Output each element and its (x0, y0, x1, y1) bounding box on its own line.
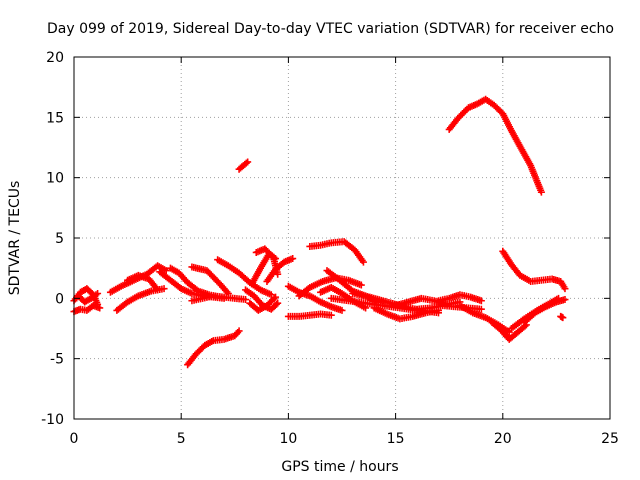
y-axis-label: SDTVAR / TECUs (7, 181, 23, 296)
data-point (268, 252, 276, 260)
data-point (235, 327, 243, 335)
data-point (160, 285, 168, 293)
series-arc-18 (263, 255, 297, 285)
data-point (272, 293, 280, 301)
data-point (270, 295, 278, 303)
series-arc-19 (284, 310, 335, 320)
series-arc-13 (235, 158, 252, 173)
axis-ticks: 0 5 10 15 20 25 -10 -5 0 5 10 15 20 (41, 50, 619, 447)
x-tick-label: 20 (494, 431, 512, 447)
data-point (359, 258, 367, 266)
series-arc-03 (74, 290, 102, 306)
data-point (561, 296, 569, 304)
data-point (357, 281, 365, 289)
series-arc-32 (488, 318, 530, 343)
y-tick-label: 15 (46, 110, 64, 126)
data-point (162, 267, 170, 275)
x-tick-label: 25 (601, 431, 619, 447)
data-point (505, 328, 513, 336)
data-point (327, 311, 335, 319)
series-arc-16 (242, 286, 282, 313)
y-tick-label: 10 (46, 171, 64, 187)
series-arc-09 (188, 292, 250, 305)
data-point (561, 285, 569, 293)
data-point (477, 297, 485, 305)
series-arc-35 (499, 247, 569, 293)
series-arc-30 (434, 291, 485, 305)
series-arc-34 (520, 296, 569, 326)
series-arc-37 (557, 312, 567, 322)
x-tick-label: 15 (387, 431, 405, 447)
data-point (242, 296, 250, 304)
data-point (96, 304, 104, 312)
data-point (154, 286, 162, 294)
x-tick-label: 5 (177, 431, 186, 447)
data-point (559, 314, 567, 322)
series-arc-20 (284, 282, 346, 314)
series-arc-36 (445, 95, 545, 196)
y-tick-label: 20 (46, 50, 64, 66)
series-arc-06 (124, 271, 162, 294)
data-point (477, 305, 485, 313)
series-arc-24 (306, 238, 367, 266)
data-point (537, 188, 545, 196)
data-point (338, 306, 346, 314)
series-arc-10 (188, 263, 232, 298)
y-tick-label: 5 (55, 231, 64, 247)
data-point (224, 290, 232, 298)
data-point (244, 158, 252, 166)
chart-title: Day 099 of 2019, Sidereal Day-to-day VTE… (47, 21, 614, 37)
data-point (272, 300, 280, 308)
grid-lines (74, 57, 610, 419)
x-tick-label: 10 (279, 431, 297, 447)
data-points (70, 95, 569, 369)
y-tick-label: -5 (50, 352, 64, 368)
data-point (289, 255, 297, 263)
x-tick-label: 0 (70, 431, 79, 447)
data-point (242, 159, 250, 167)
series-arc-17 (246, 293, 280, 314)
data-point (267, 291, 275, 299)
data-point (94, 290, 102, 298)
y-tick-label: 0 (55, 291, 64, 307)
series-arc-12 (184, 327, 243, 369)
series-arc-27 (370, 304, 442, 323)
x-axis-label: GPS time / hours (281, 459, 398, 475)
y-tick-label: -10 (41, 412, 64, 428)
data-point (274, 299, 282, 307)
